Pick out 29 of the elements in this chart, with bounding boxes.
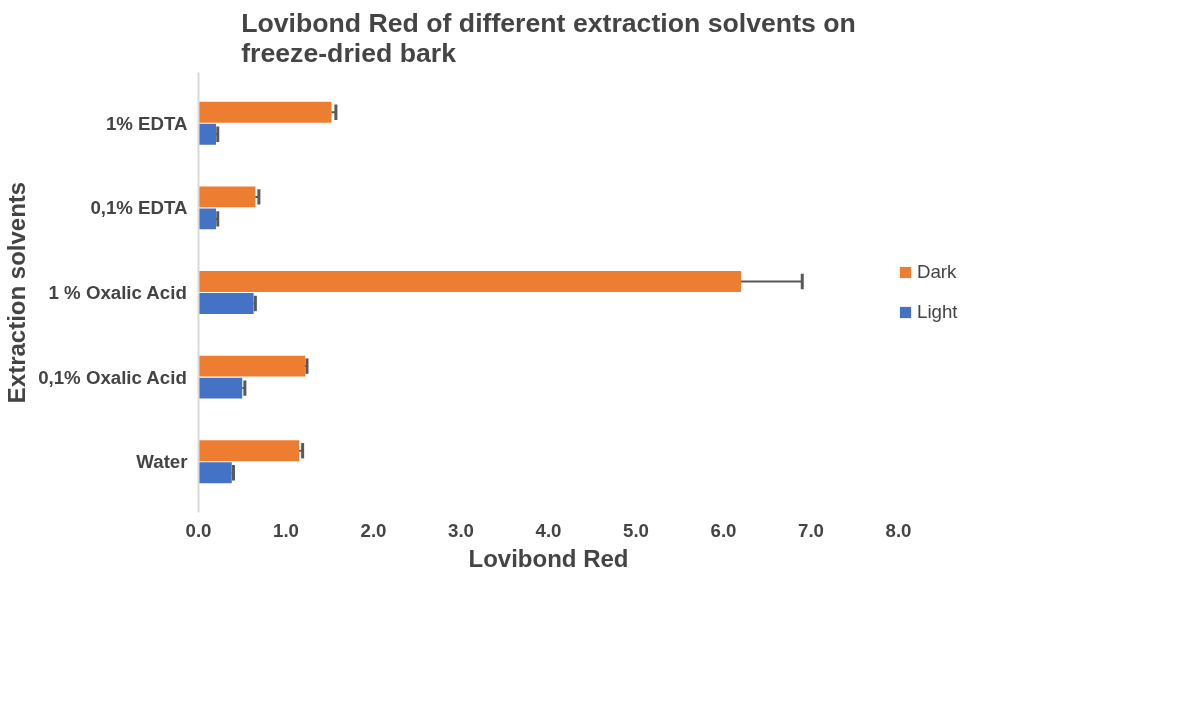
y-tick-label: 0,1% EDTA bbox=[90, 197, 188, 219]
x-tick-label: 5.0 bbox=[623, 519, 649, 541]
y-axis-title: Extraction solvents bbox=[3, 181, 31, 404]
bar bbox=[198, 123, 216, 145]
bar bbox=[198, 440, 300, 462]
x-tick-label: 4.0 bbox=[535, 519, 562, 541]
bar bbox=[198, 293, 254, 314]
x-tick-label: 7.0 bbox=[798, 519, 824, 541]
y-tick-label: 1 % Oxalic Acid bbox=[48, 282, 187, 303]
y-tick-label: Water bbox=[136, 451, 188, 473]
x-axis-title: Lovibond Red bbox=[468, 544, 629, 572]
bar bbox=[198, 355, 306, 377]
bar bbox=[198, 101, 332, 123]
chart-title: Lovibond Red of different extraction solvents on freeze-dried bark bbox=[241, 7, 856, 68]
x-tick-label: 6.0 bbox=[710, 519, 737, 541]
bar bbox=[198, 271, 741, 292]
x-tick-label: 0.0 bbox=[185, 519, 212, 541]
bar bbox=[198, 462, 232, 484]
x-tick-label: 8.0 bbox=[885, 519, 912, 541]
x-tick-label: 2.0 bbox=[360, 519, 387, 541]
legend-label: Light bbox=[917, 301, 958, 323]
y-tick-label: 0,1% Oxalic Acid bbox=[38, 366, 187, 388]
x-tick-label: 3.0 bbox=[448, 519, 474, 541]
bar bbox=[198, 186, 256, 208]
y-tick-label: 1% EDTA bbox=[105, 112, 188, 134]
bar bbox=[198, 208, 216, 230]
bar bbox=[198, 377, 243, 399]
x-tick-label: 1.0 bbox=[273, 519, 299, 541]
legend-label: Dark bbox=[917, 261, 957, 283]
